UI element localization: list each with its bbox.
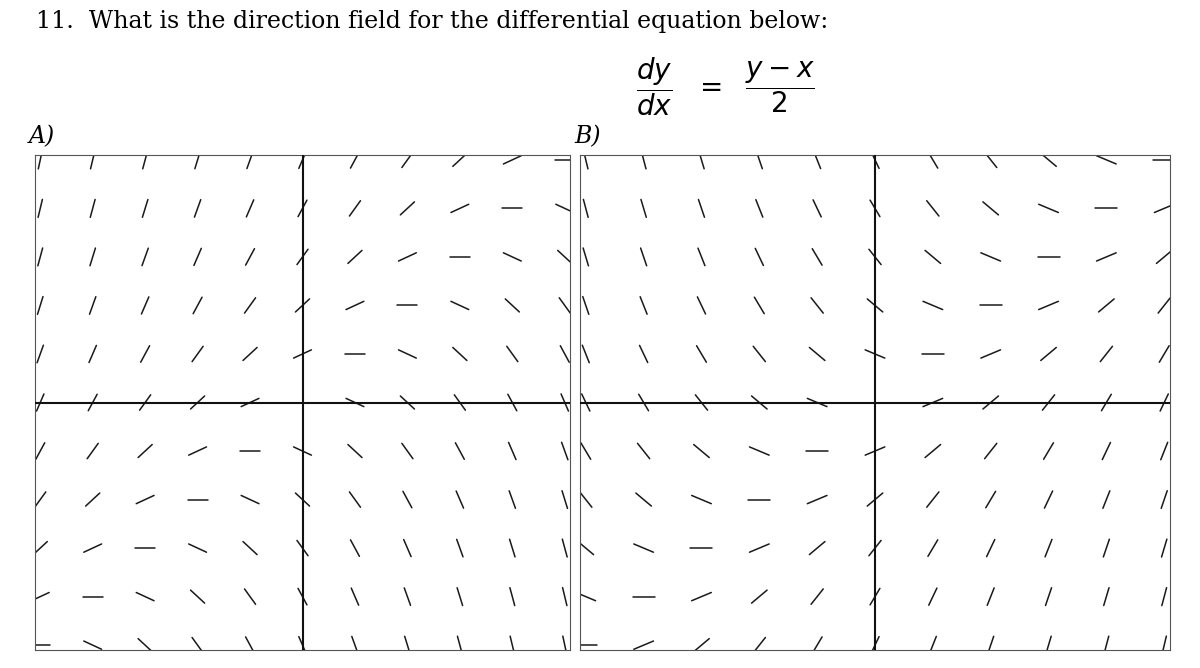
Text: 11.  What is the direction field for the differential equation below:: 11. What is the direction field for the … [36, 10, 828, 33]
Text: $\dfrac{y-x}{2}$: $\dfrac{y-x}{2}$ [745, 59, 815, 115]
Text: $\dfrac{dy}{dx}$: $\dfrac{dy}{dx}$ [636, 55, 672, 118]
Text: $=$: $=$ [694, 73, 722, 100]
Text: A): A) [29, 126, 55, 148]
Text: B): B) [574, 126, 601, 148]
